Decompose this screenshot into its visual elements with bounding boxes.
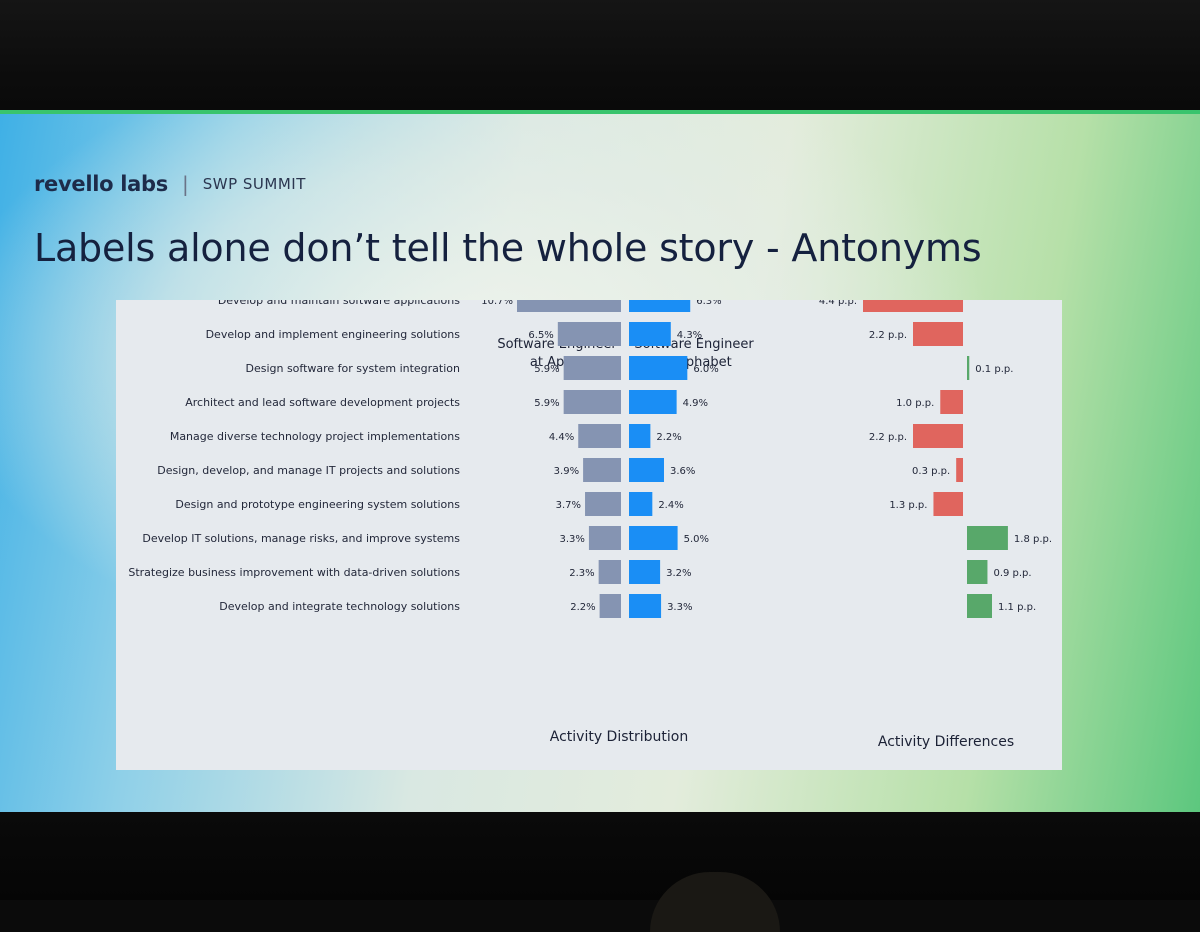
- difference-label: 1.1 p.p.: [998, 602, 1036, 613]
- difference-label: 0.1 p.p.: [975, 364, 1013, 375]
- apple-bar: [583, 458, 621, 482]
- apple-bar: [578, 424, 621, 448]
- apple-value-label: 6.5%: [528, 330, 553, 341]
- alphabet-value-label: 5.0%: [684, 534, 709, 545]
- difference-bar: [913, 322, 963, 346]
- alphabet-value-label: 6.0%: [693, 364, 718, 375]
- apple-bar: [585, 492, 621, 516]
- category-label: Design, develop, and manage IT projects …: [157, 464, 460, 477]
- alphabet-bar: [629, 560, 661, 584]
- difference-bar: [967, 526, 1008, 550]
- difference-label: 1.3 p.p.: [889, 500, 927, 511]
- bars-layer: Develop and maintain software applicatio…: [128, 300, 1052, 618]
- alphabet-bar: [629, 458, 664, 482]
- difference-label: 1.0 p.p.: [896, 398, 934, 409]
- apple-value-label: 10.7%: [481, 300, 513, 307]
- difference-bar: [956, 458, 963, 482]
- distribution-axis-title: Activity Distribution: [550, 729, 688, 745]
- slide-title: Labels alone don’t tell the whole story …: [34, 226, 982, 270]
- category-label: Design software for system integration: [245, 362, 460, 375]
- differences-axis-title: Activity Differences: [878, 734, 1014, 750]
- alphabet-bar: [629, 492, 653, 516]
- difference-label: 1.8 p.p.: [1014, 534, 1052, 545]
- difference-label: 2.2 p.p.: [869, 432, 907, 443]
- activity-chart: Software Engineer at Apple Software Engi…: [128, 300, 1052, 750]
- apple-bar: [557, 322, 621, 346]
- apple-value-label: 4.4%: [549, 432, 574, 443]
- room-background-bottom: [0, 812, 1200, 900]
- difference-label: 4.4 p.p.: [819, 300, 857, 307]
- category-label: Develop IT solutions, manage risks, and …: [142, 532, 460, 545]
- category-label: Design and prototype engineering system …: [175, 498, 460, 511]
- difference-bar: [933, 492, 963, 516]
- apple-bar: [599, 594, 621, 618]
- apple-value-label: 5.9%: [534, 364, 559, 375]
- brand-separator: |: [181, 172, 189, 196]
- difference-bar: [863, 300, 963, 312]
- alphabet-bar: [629, 594, 662, 618]
- apple-value-label: 3.9%: [554, 466, 579, 477]
- difference-bar: [913, 424, 963, 448]
- alphabet-value-label: 3.6%: [670, 466, 695, 477]
- apple-value-label: 3.7%: [556, 500, 581, 511]
- apple-value-label: 2.2%: [570, 602, 595, 613]
- difference-label: 0.3 p.p.: [912, 466, 950, 477]
- chart-panel: Software Engineer at Apple Software Engi…: [116, 300, 1062, 770]
- projected-slide: revello labs | SWP SUMMIT Labels alone d…: [0, 110, 1200, 816]
- alphabet-value-label: 4.3%: [677, 330, 702, 341]
- difference-label: 0.9 p.p.: [993, 568, 1031, 579]
- category-label: Strategize business improvement with dat…: [128, 566, 460, 579]
- difference-bar: [967, 356, 970, 380]
- alphabet-bar: [629, 526, 678, 550]
- alphabet-value-label: 6.3%: [696, 300, 721, 307]
- difference-bar: [940, 390, 963, 414]
- apple-bar: [517, 300, 621, 312]
- apple-value-label: 2.3%: [569, 568, 594, 579]
- apple-bar: [563, 390, 621, 414]
- difference-bar: [967, 560, 988, 584]
- brand-header: revello labs | SWP SUMMIT: [34, 172, 306, 196]
- alphabet-value-label: 4.9%: [683, 398, 708, 409]
- apple-bar: [598, 560, 621, 584]
- brand-logo: revello labs: [34, 172, 168, 196]
- apple-bar: [588, 526, 621, 550]
- difference-label: 2.2 p.p.: [869, 330, 907, 341]
- alphabet-bar: [629, 390, 677, 414]
- apple-value-label: 3.3%: [560, 534, 585, 545]
- category-label: Develop and integrate technology solutio…: [219, 600, 460, 613]
- category-label: Manage diverse technology project implem…: [170, 430, 460, 443]
- difference-bar: [967, 594, 992, 618]
- category-label: Architect and lead software development …: [185, 396, 460, 409]
- apple-value-label: 5.9%: [534, 398, 559, 409]
- alphabet-bar: [629, 424, 651, 448]
- alphabet-bar: [629, 300, 691, 312]
- category-label: Develop and implement engineering soluti…: [206, 328, 461, 341]
- room-background-top: [0, 0, 1200, 110]
- event-name: SWP SUMMIT: [202, 175, 306, 193]
- alphabet-value-label: 2.2%: [656, 432, 681, 443]
- alphabet-value-label: 3.3%: [667, 602, 692, 613]
- apple-bar: [563, 356, 621, 380]
- category-label: Develop and maintain software applicatio…: [218, 300, 460, 307]
- alphabet-bar: [629, 356, 688, 380]
- alphabet-value-label: 3.2%: [666, 568, 691, 579]
- alphabet-value-label: 2.4%: [658, 500, 683, 511]
- alphabet-bar: [629, 322, 671, 346]
